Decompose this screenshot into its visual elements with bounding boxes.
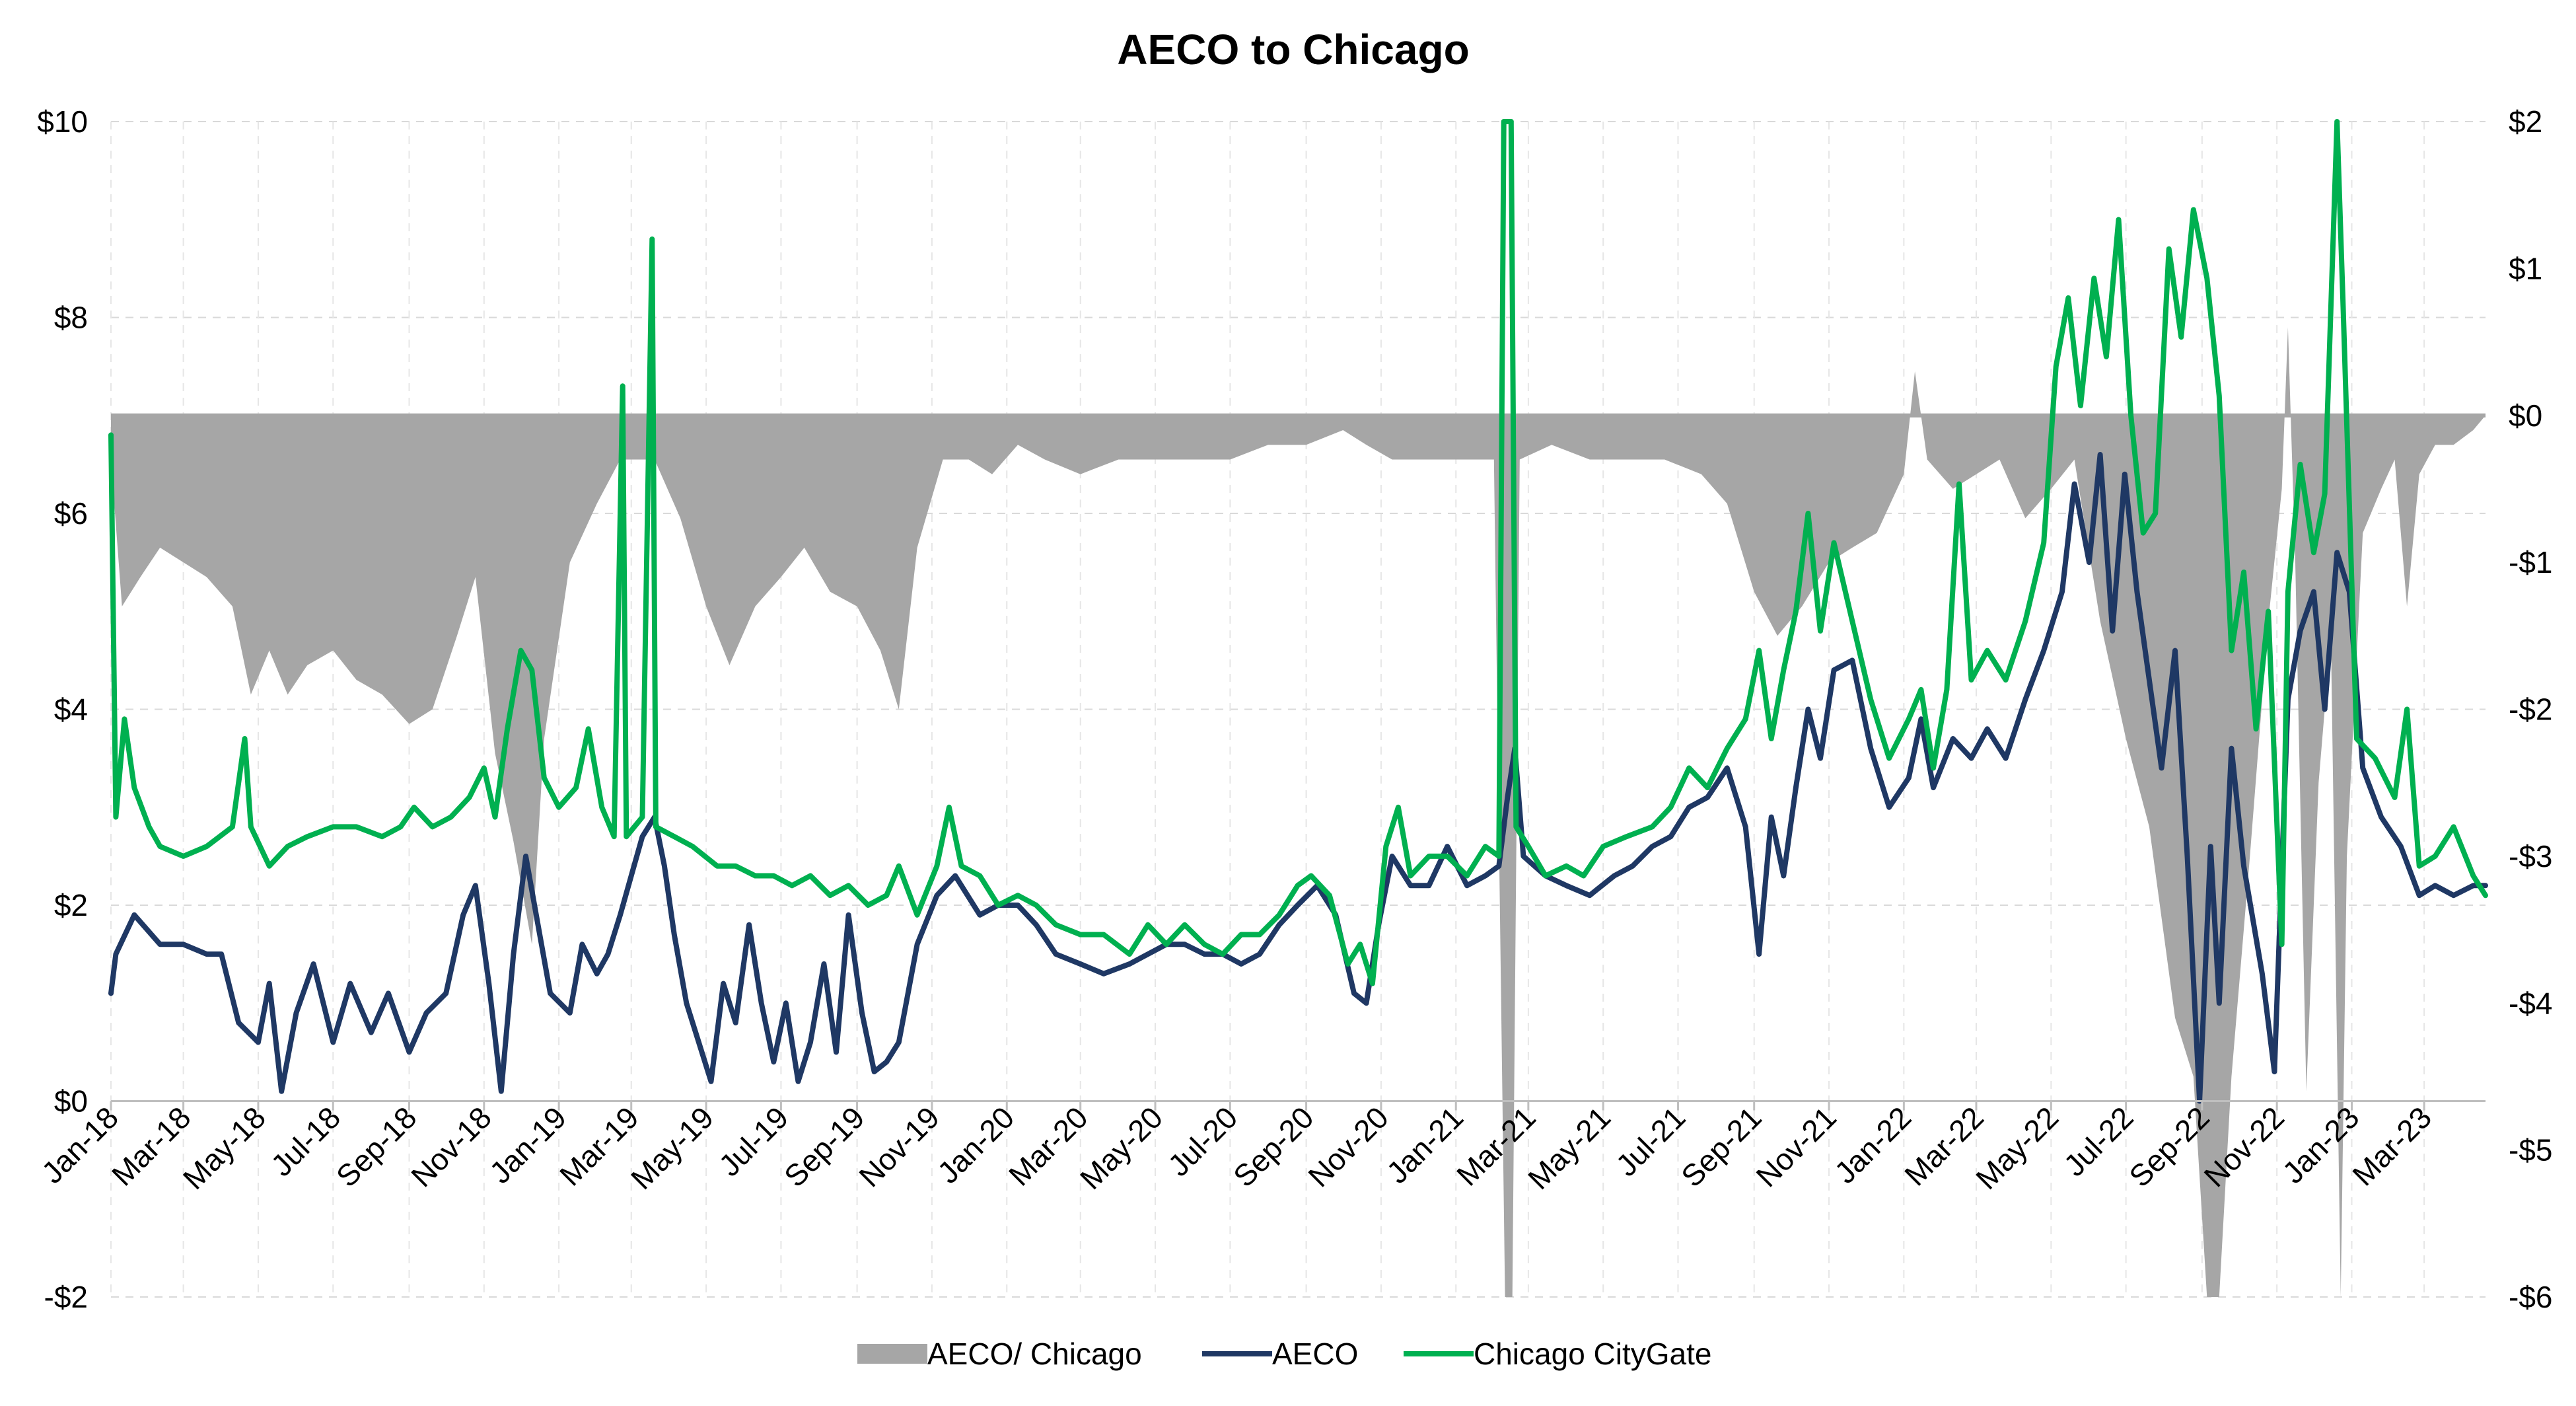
area-aeco-chicago-spread [111, 327, 2486, 1297]
legend-swatch-area [857, 1344, 927, 1364]
x-tick-label: May-21 [1521, 1100, 1617, 1196]
left-tick-label: $2 [54, 888, 88, 922]
line-chicago-citygate [108, 119, 2488, 986]
legend-label: AECO/ Chicago [927, 1337, 1142, 1371]
x-axis: Jan-18Mar-18May-18Jul-18Sep-18Nov-18Jan-… [35, 1100, 2486, 1196]
legend: AECO/ Chicago AECO Chicago CityGate [857, 1337, 1712, 1371]
x-tick-label: May-20 [1073, 1100, 1169, 1196]
x-tick-label: May-18 [176, 1100, 272, 1196]
left-tick-label: $4 [54, 692, 88, 727]
legend-label: Chicago CityGate [1474, 1337, 1712, 1371]
right-tick-label: -$4 [2509, 986, 2552, 1020]
right-tick-label: -$6 [2509, 1280, 2552, 1314]
right-tick-label: $2 [2509, 104, 2542, 139]
left-tick-label: $8 [54, 301, 88, 335]
left-y-axis: $10 $8 $6 $4 $2 $0 -$2 [37, 104, 88, 1314]
left-tick-label: $10 [37, 104, 88, 139]
left-tick-label: $0 [54, 1084, 88, 1119]
legend-label: AECO [1272, 1337, 1358, 1371]
right-tick-label: -$5 [2509, 1133, 2552, 1167]
x-tick-label: May-19 [624, 1100, 720, 1196]
right-tick-label: $1 [2509, 251, 2542, 285]
x-tick-label: May-22 [1969, 1100, 2065, 1196]
right-tick-label: $0 [2509, 398, 2542, 433]
line-series-layer [108, 119, 2488, 1104]
left-tick-label: $6 [54, 496, 88, 531]
left-tick-label: -$2 [44, 1280, 88, 1314]
right-y-axis: $2 $1 $0 -$1 -$2 -$3 -$4 -$5 -$6 [2509, 104, 2552, 1314]
area-series-layer [111, 327, 2486, 1297]
right-tick-label: -$3 [2509, 839, 2552, 873]
right-tick-label: -$2 [2509, 692, 2552, 727]
chart-title: AECO to Chicago [1117, 26, 1469, 73]
right-tick-label: -$1 [2509, 545, 2552, 579]
